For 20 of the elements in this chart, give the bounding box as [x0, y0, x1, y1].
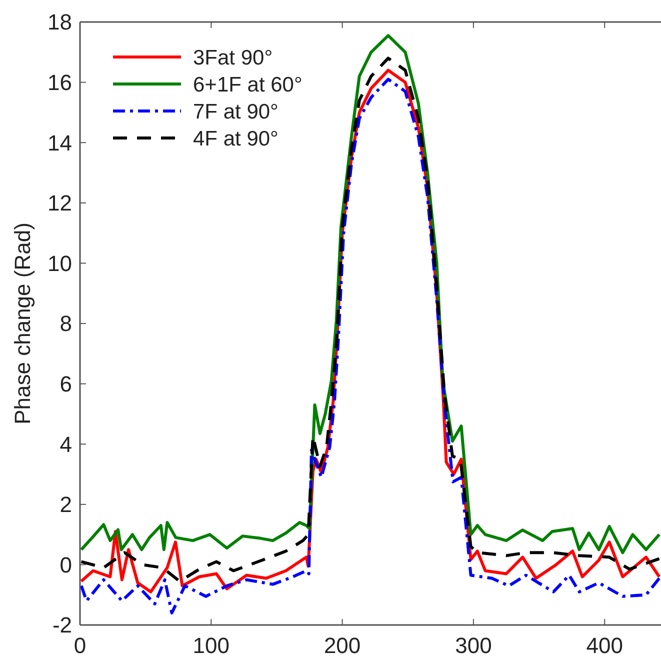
- y-tick-label: 10: [48, 250, 72, 276]
- y-tick-label: 12: [48, 190, 72, 216]
- x-tick-label: 300: [455, 633, 492, 658]
- y-tick-label: 18: [48, 10, 72, 35]
- legend-label: 6+1F at 60°: [193, 73, 302, 96]
- y-axis-title: Phase change (Rad): [10, 222, 35, 424]
- y-tick-label: 14: [48, 130, 72, 156]
- y-tick-label: -2: [52, 612, 72, 638]
- y-tick-label: 4: [60, 432, 72, 457]
- y-tick-label: 16: [48, 70, 72, 95]
- x-tick-label: 200: [324, 633, 361, 658]
- legend-label: 4F at 90°: [193, 127, 278, 150]
- x-tick-label: 400: [586, 633, 623, 658]
- legend-label: 7F at 90°: [193, 100, 278, 124]
- y-tick-label: 2: [60, 492, 72, 518]
- y-tick-label: 0: [60, 552, 72, 578]
- y-tick-label: 6: [60, 372, 72, 396]
- legend-label: 3Fat 90°: [193, 46, 273, 70]
- x-tick-label: 100: [192, 633, 230, 658]
- y-tick-label: 8: [60, 311, 72, 336]
